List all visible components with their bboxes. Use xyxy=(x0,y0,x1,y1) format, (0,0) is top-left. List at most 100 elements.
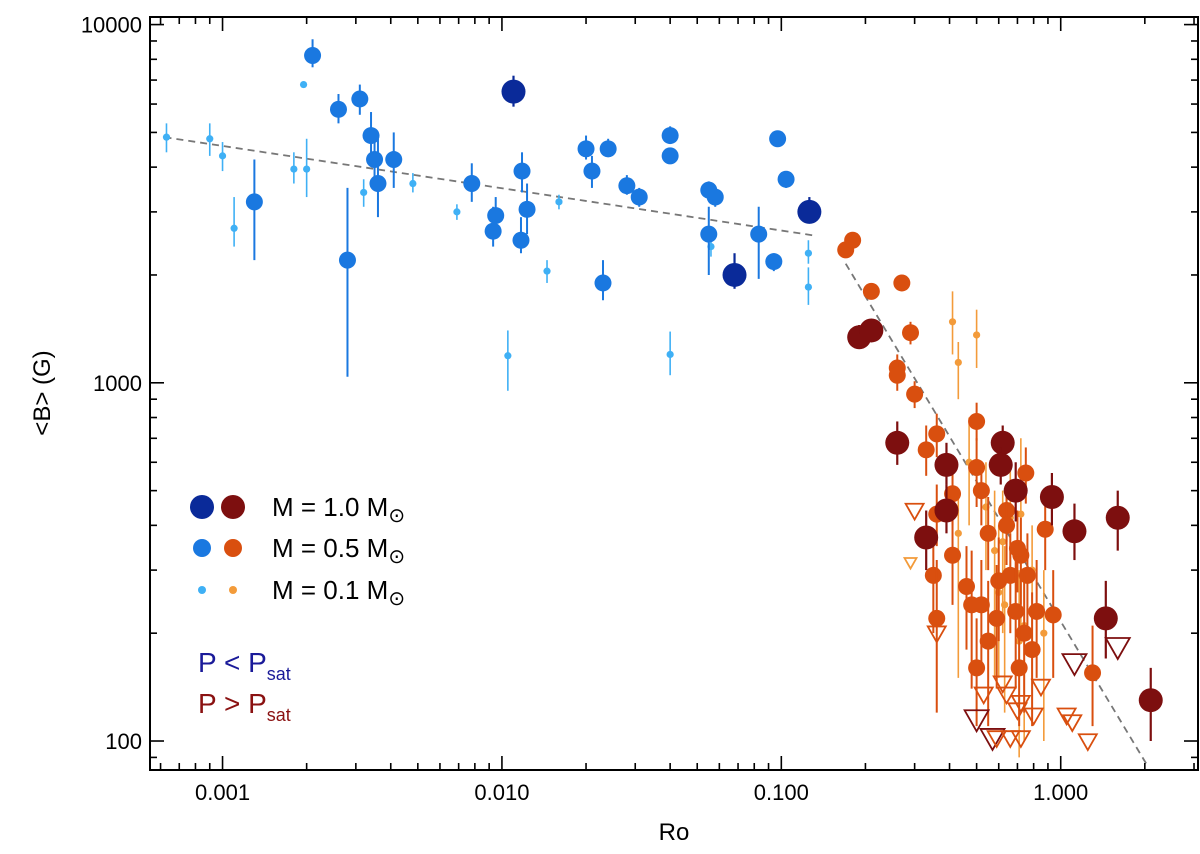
data-points xyxy=(162,39,1163,758)
data-point-red-0_5 xyxy=(902,324,920,342)
data-point-red-1_0 xyxy=(990,430,1015,455)
data-point-blue-0_5 xyxy=(512,231,530,249)
data-point-red-0_5 xyxy=(1018,566,1036,584)
data-point-blue-0_5 xyxy=(777,170,795,188)
upper-limit-marker xyxy=(992,675,1014,695)
data-point-blue-0_5 xyxy=(304,46,322,64)
y-tick-label: 100 xyxy=(105,729,142,754)
fit-line-saturated xyxy=(844,263,1149,767)
data-point-red-0_5 xyxy=(944,546,962,564)
data-point-red-0_5 xyxy=(968,459,986,477)
data-point-blue-0_1 xyxy=(504,352,512,360)
data-point-red-0_5 xyxy=(968,659,986,677)
data-point-red-0_5 xyxy=(1017,464,1035,482)
upper-limit-marker xyxy=(978,728,1007,752)
data-point-blue-0_1 xyxy=(290,165,298,173)
data-point-red-0_5 xyxy=(972,482,990,500)
fit-line-unsaturated xyxy=(164,136,814,237)
data-point-red-0_5 xyxy=(844,231,862,249)
data-point-blue-0_5 xyxy=(513,162,531,180)
upper-limit-marker xyxy=(1060,653,1089,677)
upper-limit-marker xyxy=(986,730,1008,749)
data-point-blue-0_1 xyxy=(543,267,551,275)
x-tick-label: 0.001 xyxy=(195,780,250,805)
data-point-red-1_0 xyxy=(1039,484,1064,509)
data-point-blue-1_0 xyxy=(797,199,822,224)
data-point-red-0_5 xyxy=(928,425,946,443)
data-point-blue-0_1 xyxy=(303,165,311,173)
data-point-blue-0_1 xyxy=(555,198,563,206)
data-point-red-1_0 xyxy=(1003,478,1028,503)
data-point-red-0_5 xyxy=(1010,659,1028,677)
axis-ticks: 0.001 0.010 0.100 1.000 100 1000 10000 xyxy=(81,13,1198,805)
data-point-red-0_5 xyxy=(928,609,946,627)
data-point-red-0_1 xyxy=(991,547,999,555)
data-point-red-0_5 xyxy=(968,412,986,430)
data-point-red-0_5 xyxy=(979,632,997,650)
upper-limit-marker xyxy=(1104,637,1132,661)
data-point-red-1_0 xyxy=(1138,688,1163,713)
data-point-blue-0_1 xyxy=(804,283,813,291)
data-point-blue-0_1 xyxy=(360,188,368,197)
upper-limit-marker xyxy=(963,709,991,734)
x-tick-label: 0.010 xyxy=(474,780,529,805)
data-point-red-1_0 xyxy=(885,430,910,455)
data-point-blue-0_5 xyxy=(661,147,679,165)
legend-label-mass-1.0: M = 1.0 M⊙ xyxy=(272,492,405,527)
x-tick-label: 0.100 xyxy=(754,780,809,805)
data-point-red-0_5 xyxy=(924,566,942,584)
data-point-red-0_5 xyxy=(1036,520,1054,538)
upper-limit-marker xyxy=(1077,733,1099,752)
annotation-unsaturated: P < Psat xyxy=(198,647,291,684)
upper-limit-marker xyxy=(1023,707,1045,727)
data-point-blue-0_5 xyxy=(487,207,505,225)
data-point-red-0_5 xyxy=(906,385,924,403)
data-point-blue-0_5 xyxy=(338,251,356,269)
data-point-blue-0_5 xyxy=(769,130,787,148)
y-axis-title: <B> (G) xyxy=(29,350,56,435)
legend-label-mass-0.1: M = 0.1 M⊙ xyxy=(272,575,405,610)
data-point-red-0_1 xyxy=(999,538,1007,546)
data-point-blue-0_5 xyxy=(630,188,648,206)
legend-marker-red-0.1 xyxy=(229,586,237,594)
data-point-blue-0_5 xyxy=(765,253,783,271)
data-point-red-0_5 xyxy=(888,366,906,384)
upper-limit-marker xyxy=(1010,730,1032,749)
data-point-blue-0_5 xyxy=(351,90,369,108)
data-point-red-0_5 xyxy=(979,524,997,542)
data-point-red-0_5 xyxy=(1001,566,1019,584)
legend-marker-red-0.5 xyxy=(224,539,242,557)
data-point-blue-0_5 xyxy=(618,177,636,195)
legend-marker-red-1.0 xyxy=(221,495,245,519)
upper-limit-marker xyxy=(973,686,995,706)
upper-limit-marker xyxy=(926,625,948,644)
data-point-red-0_5 xyxy=(893,274,911,292)
data-point-blue-0_5 xyxy=(245,193,263,211)
legend-marker-blue-0.1 xyxy=(198,586,206,594)
y-tick-label: 10000 xyxy=(81,13,142,38)
data-point-blue-0_5 xyxy=(577,140,595,158)
data-point-red-0_1 xyxy=(1001,601,1009,609)
data-point-red-0_5 xyxy=(963,596,981,614)
upper-limit-marker xyxy=(999,730,1021,749)
data-point-red-1_0 xyxy=(934,452,959,477)
data-point-blue-0_5 xyxy=(518,200,536,218)
data-point-blue-0_5 xyxy=(366,151,384,169)
legend: M = 1.0 M⊙ M = 0.5 M⊙ M = 0.1 M⊙ xyxy=(190,492,405,610)
data-point-blue-0_1 xyxy=(218,152,227,160)
data-point-blue-0_1 xyxy=(299,80,308,89)
data-point-blue-0_5 xyxy=(583,162,601,180)
upper-limit-marker xyxy=(904,502,926,522)
data-point-blue-0_5 xyxy=(661,127,679,145)
data-point-red-0_5 xyxy=(1007,602,1025,620)
data-point-blue-0_5 xyxy=(329,100,347,118)
upper-limit-marker xyxy=(1056,707,1078,727)
data-point-red-0_1 xyxy=(973,331,981,339)
data-point-red-0_5 xyxy=(944,485,962,503)
data-point-blue-0_5 xyxy=(484,222,502,240)
data-point-red-0_1 xyxy=(1040,629,1048,637)
data-point-red-0_1 xyxy=(954,529,962,537)
legend-label-mass-0.5: M = 0.5 M⊙ xyxy=(272,533,405,568)
data-point-red-0_5 xyxy=(917,441,935,459)
data-point-blue-1_0 xyxy=(722,262,747,287)
